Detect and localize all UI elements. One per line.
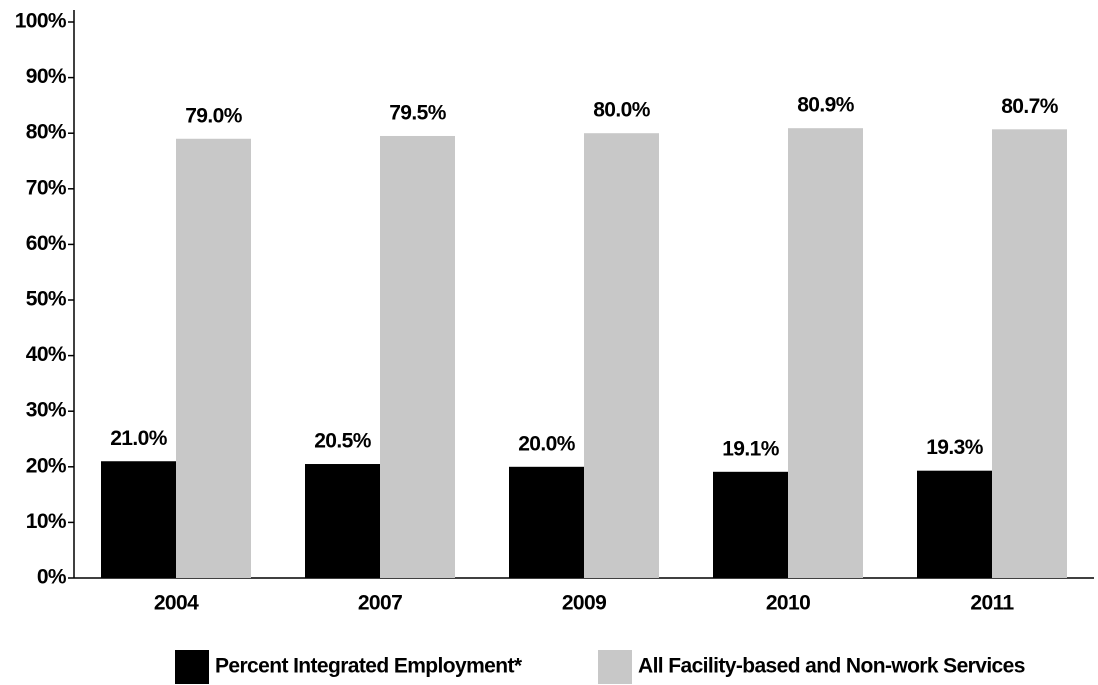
y-tick-label: 40% [26, 343, 67, 366]
legend-label: All Facility-based and Non-work Services [638, 655, 1025, 678]
value-label: 80.9% [797, 94, 854, 117]
bar [917, 470, 992, 578]
x-tick-label: 2007 [358, 592, 402, 615]
bar [584, 133, 659, 578]
y-tick-label: 0% [37, 566, 67, 589]
value-label: 80.7% [1001, 95, 1058, 118]
bar [380, 135, 455, 579]
bar [992, 129, 1067, 579]
x-tick-label: 2011 [970, 592, 1014, 615]
legend-swatch [175, 650, 209, 684]
x-tick-label: 2010 [766, 592, 810, 615]
bar [788, 128, 863, 579]
bar [713, 471, 788, 578]
y-tick-label: 60% [26, 232, 67, 255]
bar [101, 461, 176, 578]
y-tick-label: 10% [26, 510, 67, 533]
x-tick-label: 2009 [562, 592, 606, 615]
legend-label: Percent Integrated Employment* [215, 655, 523, 678]
value-label: 20.0% [518, 432, 575, 455]
y-tick-label: 50% [26, 288, 67, 311]
value-label: 80.0% [593, 99, 650, 122]
value-label: 19.3% [926, 436, 983, 459]
y-tick-label: 20% [26, 454, 67, 477]
x-tick-label: 2004 [154, 592, 199, 615]
y-tick-label: 90% [26, 65, 67, 88]
bar [305, 464, 380, 578]
value-label: 21.0% [110, 427, 167, 450]
y-tick-label: 80% [26, 121, 67, 144]
bar [509, 466, 584, 578]
value-label: 79.0% [185, 104, 242, 127]
value-label: 20.5% [314, 430, 371, 453]
legend-swatch [598, 650, 632, 684]
bar [176, 138, 251, 578]
value-label: 19.1% [722, 437, 779, 460]
y-tick-label: 70% [26, 176, 67, 199]
y-tick-label: 100% [15, 10, 67, 33]
value-label: 79.5% [389, 102, 446, 125]
y-tick-label: 30% [26, 399, 67, 422]
